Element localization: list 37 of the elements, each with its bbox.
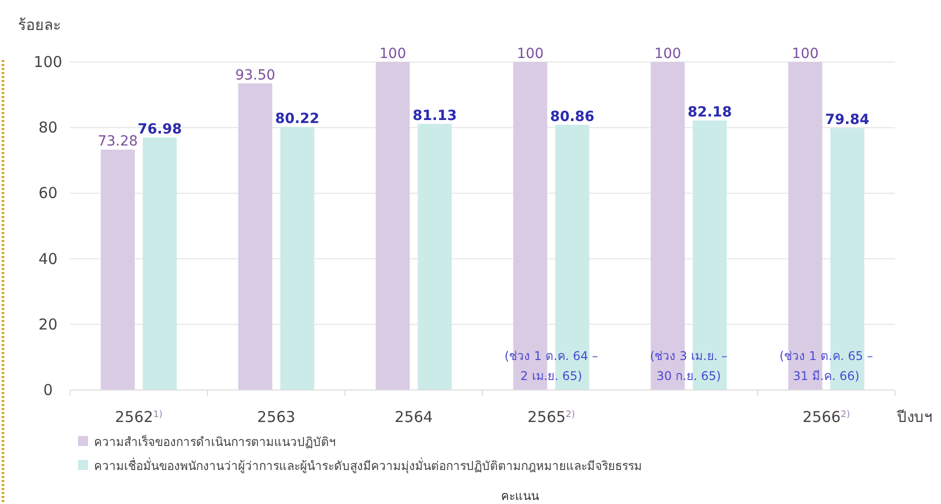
- text: คะแนน: [501, 489, 539, 503]
- x-tick-label: 2565$^{2)}$: [528, 408, 575, 426]
- legend-label: ความเชื่อมั่นของพนักงานว่าผู้ว่าการและผู้นำระดับสูงมีความมุ่งมั่นต่อการปฏิบัติตามกฎหมายและมีจริยธรรม: [94, 457, 642, 474]
- x-tick-label: 2563: [257, 408, 296, 426]
- bar: [376, 62, 410, 390]
- data-label: 76.98: [138, 122, 182, 138]
- y-tick-label: 0: [43, 381, 53, 399]
- x-axis-title: ปีงบฯ: [896, 408, 932, 426]
- data-label: 100: [379, 46, 406, 62]
- data-label: 100: [654, 46, 682, 62]
- bar: [418, 124, 452, 390]
- annotation: (ช่วง 1 ต.ค. 65 – 31 มี.ค. 66): [780, 349, 873, 383]
- annotation: (ช่วง 1 ต.ค. 64 – 2 เม.ย. 65): [504, 349, 598, 383]
- legend-label: ความสำเร็จของการดำเนินการตามแนวปฏิบัติฯ: [94, 434, 336, 449]
- y-axis-title: ร้อยละ: [18, 16, 61, 34]
- data-label: 82.18: [688, 104, 732, 120]
- data-label: 100: [516, 46, 544, 62]
- data-label: 100: [792, 46, 819, 62]
- x-tick-label: 2564: [394, 408, 433, 426]
- data-label: 80.22: [275, 110, 320, 127]
- bar: [238, 83, 272, 390]
- data-label: 79.84: [825, 112, 870, 128]
- bar: [100, 150, 135, 390]
- data-label: 73.28: [98, 134, 138, 150]
- x-tick-label: 2566$^{2)}$: [802, 408, 850, 426]
- x-tick-label: 2562$^{1)}$: [115, 408, 162, 426]
- y-tick-label: 80: [38, 118, 58, 137]
- bar: [142, 138, 177, 390]
- y-tick-label: 20: [38, 315, 58, 334]
- y-tick-label: 40: [38, 250, 58, 268]
- y-tick-label: 60: [38, 184, 58, 202]
- data-label: 80.86: [550, 108, 594, 125]
- data-label: 81.13: [412, 108, 457, 124]
- bar: [280, 126, 314, 390]
- y-tick-label: 100: [34, 53, 62, 71]
- data-label: 93.50: [235, 67, 276, 84]
- annotation: (ช่วง 3 เม.ย. – 30 ก.ย. 65): [650, 349, 728, 383]
